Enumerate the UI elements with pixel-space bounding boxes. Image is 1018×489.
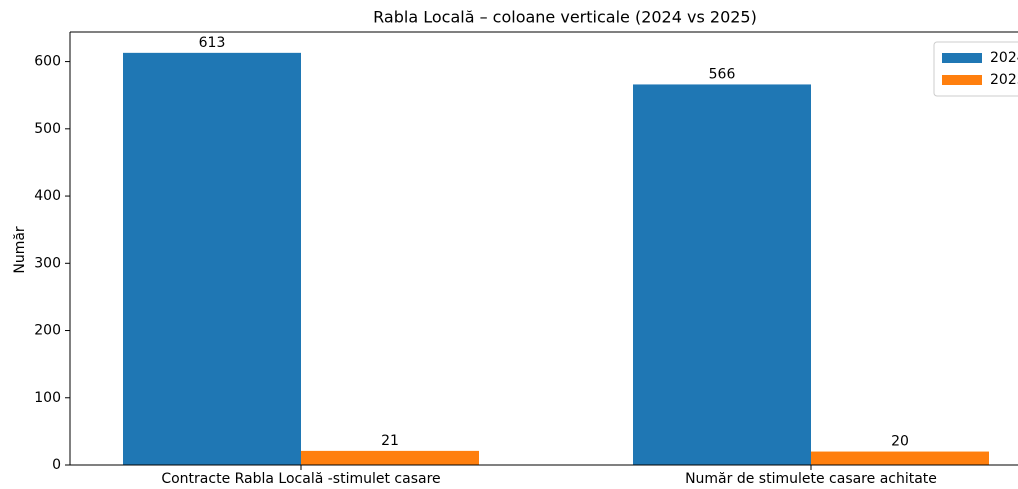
legend-swatch: [942, 53, 982, 63]
y-tick-label: 300: [34, 255, 61, 271]
y-tick-label: 500: [34, 121, 61, 137]
y-tick-label: 200: [34, 323, 61, 339]
y-tick-label: 0: [52, 457, 61, 473]
y-tick-label: 600: [34, 54, 61, 70]
y-axis-label: Număr: [12, 226, 28, 274]
y-tick-label: 100: [34, 390, 61, 406]
bar: [123, 52, 301, 465]
value-label: 613: [199, 35, 226, 51]
bar: [633, 84, 811, 466]
x-tick-label: Număr de stimulete casare achitate: [685, 471, 937, 487]
legend-label: 2025: [990, 72, 1018, 88]
legend-swatch: [942, 75, 982, 85]
y-tick-label: 400: [34, 188, 61, 204]
value-label: 21: [381, 433, 399, 449]
value-label: 566: [709, 66, 736, 82]
legend-label: 2024: [990, 50, 1018, 66]
x-tick-label: Contracte Rabla Locală -stimulet casare: [161, 471, 440, 487]
bar: [301, 450, 479, 465]
chart-title: Rabla Locală – coloane verticale (2024 v…: [373, 8, 757, 27]
bar: [811, 451, 989, 465]
value-label: 20: [891, 434, 909, 450]
